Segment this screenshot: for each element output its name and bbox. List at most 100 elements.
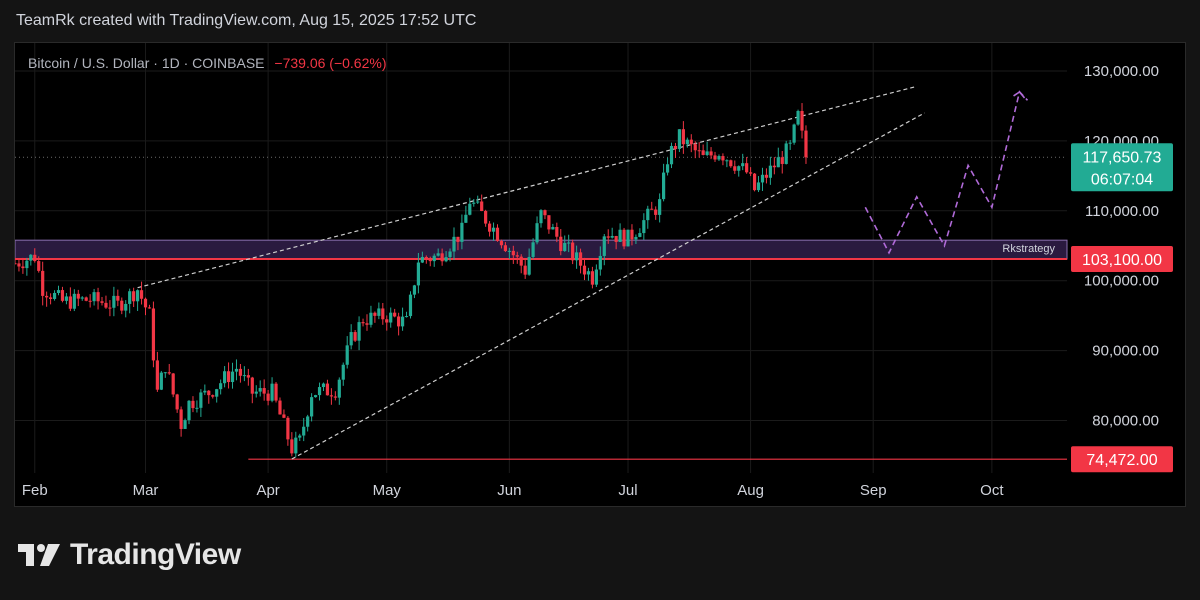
candle-body [796,110,800,125]
candle-body [56,290,61,293]
candle-body [709,151,713,156]
candle-body [772,165,776,168]
candle-body [701,150,705,155]
candle-body [377,308,381,316]
candle-body [219,383,223,390]
candle-body [195,407,199,409]
candle-body [638,233,642,237]
candle-body [800,110,804,131]
candle-body [559,236,563,252]
x-tick-label: Jun [497,482,521,499]
candle-body [749,172,753,174]
candle-body [760,174,765,183]
candle-body [397,316,401,327]
candle-body [132,291,136,302]
candle-body [792,124,796,143]
candle-body [756,182,761,191]
price-chart[interactable]: Rkstrategy 80,000.00 90,000.00 100,000.00 11… [15,43,1187,508]
candle-body [487,223,492,232]
candle-body [92,292,96,302]
candle-body [250,377,254,394]
candle-body [642,220,646,234]
candle-body [602,236,606,256]
candle-body [25,260,29,269]
candle-body [262,388,266,394]
candle-body [124,303,128,311]
candle-body [389,312,393,323]
candle-body [234,368,239,372]
candle-body [535,223,539,243]
candle-body [211,395,215,397]
candle-body [223,371,227,384]
candle-body [420,256,424,263]
candle-body [333,396,337,398]
candle-body [669,145,674,165]
candle-body [491,227,496,232]
zone-level-label: 103,100.00 [1082,252,1162,269]
candle-body [21,266,25,269]
projection-path [864,90,1029,255]
candle-body [270,383,274,401]
tradingview-wordmark: TradingView [70,538,241,571]
candle-body [226,371,231,383]
candle-body [531,242,535,257]
candle-body [610,235,614,238]
candle-body [654,209,658,215]
candle-body [60,290,65,301]
candle-body [357,322,361,341]
candle-body [472,202,476,204]
x-tick-label: Jul [618,482,637,499]
candle-body [499,240,504,246]
candle-body [519,256,523,266]
candle-body [685,139,689,145]
candle-body [784,143,788,164]
candle-body [428,259,432,262]
candle-body [745,163,749,173]
candle-body [511,250,515,256]
candle-body [179,409,183,429]
candle-body [163,372,167,374]
candle-body [84,297,88,301]
candle-body [622,229,626,247]
candle-body [432,255,436,262]
candle-body [298,435,302,438]
zone-label: Rkstrategy [1002,243,1055,255]
candle-body [658,199,662,215]
candle-body [215,389,219,397]
candle-body [578,252,583,266]
candle-body [68,296,72,309]
candle-body [567,242,571,244]
candle-body [33,254,37,262]
candle-body [480,201,484,211]
candle-body [574,252,579,261]
candle-body [630,229,634,240]
candle-body [563,242,567,252]
candle-body [646,208,650,221]
candle-body [662,172,666,200]
x-tick-label: Aug [737,482,764,499]
candle-body [460,222,464,242]
candle-body [365,323,369,325]
candle-body [452,236,456,252]
candle-body [112,295,116,308]
candle-body [400,316,405,327]
x-tick-label: Mar [133,482,159,499]
tradingview-logo: TradingView [18,538,241,572]
candle-body [381,308,385,320]
candle-body [337,379,341,398]
projection-arrowhead [1013,90,1026,99]
tradingview-logo-icon [18,544,60,566]
candle-body [693,144,697,151]
candle-body [369,312,373,325]
candle-body [167,372,171,374]
y-tick-label: 110,000.00 [1085,203,1159,220]
chart-panel[interactable]: Rkstrategy 80,000.00 90,000.00 100,000.00 11… [14,42,1186,507]
candle-body [665,164,670,173]
price-change: −739.06 (−0.62%) [274,55,387,71]
candle-body [717,156,721,160]
candle-body [96,292,100,302]
x-tick-label: May [373,482,402,499]
candle-body [495,227,500,241]
candle-body [393,312,397,317]
candle-body [689,139,693,145]
